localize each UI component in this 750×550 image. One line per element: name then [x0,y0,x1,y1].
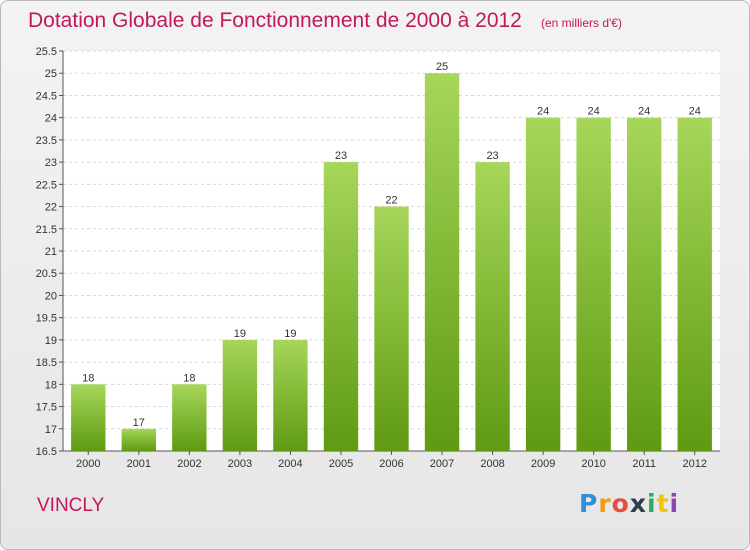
bar [323,162,359,451]
y-tick-label: 19 [45,335,57,347]
x-tick-label: 2000 [76,458,100,470]
y-tick-label: 16.5 [36,446,57,458]
y-tick-label: 21.5 [36,224,57,236]
logo-letter: P [579,489,599,518]
x-tick-label: 2006 [379,458,403,470]
x-tick-label: 2007 [430,458,454,470]
x-tick-label: 2004 [278,458,302,470]
proxiti-logo: Proxiti [579,489,679,518]
logo-letter: r [598,489,612,518]
axes: 16.5 17 17.5 18 18.5 19 19.5 20 20.5 21 21.5 22 22.5… [36,46,720,470]
bar [71,384,106,451]
bar [273,339,308,451]
x-tick-label: 2003 [228,458,252,470]
data-label: 24 [588,106,600,118]
data-label: 23 [486,150,498,162]
bar [677,117,712,452]
x-tick-label: 2011 [632,458,656,470]
x-tick-label: 2012 [682,458,706,470]
x-tick-label: 2005 [329,458,353,470]
data-label: 19 [234,328,246,340]
bar [576,117,611,452]
y-tick-label: 24.5 [36,90,57,102]
data-label: 24 [689,106,701,118]
y-tick-label: 25.5 [36,46,57,58]
logo-letter: i [669,489,680,518]
x-tick-label: 2002 [177,458,201,470]
data-label: 22 [385,195,397,207]
y-tick-label: 17.5 [36,402,57,414]
y-tick-label: 21 [45,246,57,258]
bar [525,117,561,452]
logo-letter: t [656,489,670,518]
chart-title: Dotation Globale de Fonctionnement de 20… [28,9,522,32]
commune-name: VINCLY [37,495,105,516]
y-tick-label: 23.5 [36,135,57,147]
y-tick-label: 23 [45,157,57,169]
bar [172,384,207,451]
data-label: 18 [183,372,195,384]
y-tick-label: 24 [45,113,57,125]
x-tick-label: 2009 [531,458,555,470]
bars [71,73,712,452]
bar [374,206,409,451]
y-tick-label: 25 [45,68,57,80]
y-tick-label: 18 [45,379,57,391]
bar [121,428,156,451]
bar [424,73,460,451]
x-tick-label: 2001 [127,458,151,470]
x-tick-label: 2010 [581,458,605,470]
data-label: 17 [133,417,145,429]
logo-letter: x [629,489,647,518]
bar [627,117,662,452]
data-label: 24 [638,106,650,118]
data-label: 18 [82,372,94,384]
data-label: 25 [436,61,448,73]
chart-subtitle: (en milliers d'€) [541,16,622,30]
y-tick-label: 19.5 [36,313,57,325]
data-label: 24 [537,106,549,118]
y-tick-label: 20.5 [36,268,57,280]
bar [475,162,510,451]
y-tick-label: 20 [45,290,57,302]
logo-letter: o [611,489,630,518]
bar [222,339,258,451]
y-tick-label: 17 [45,424,57,436]
y-tick-label: 18.5 [36,357,57,369]
data-label: 19 [284,328,296,340]
y-tick-label: 22 [45,202,57,214]
logo-letter: i [647,489,657,518]
data-label: 23 [335,150,347,162]
data-labels: 18 17 18 19 19 23 22 25 23 24 24 24 24 [82,61,701,429]
y-tick-label: 22.5 [36,179,57,191]
x-tick-label: 2008 [480,458,504,470]
